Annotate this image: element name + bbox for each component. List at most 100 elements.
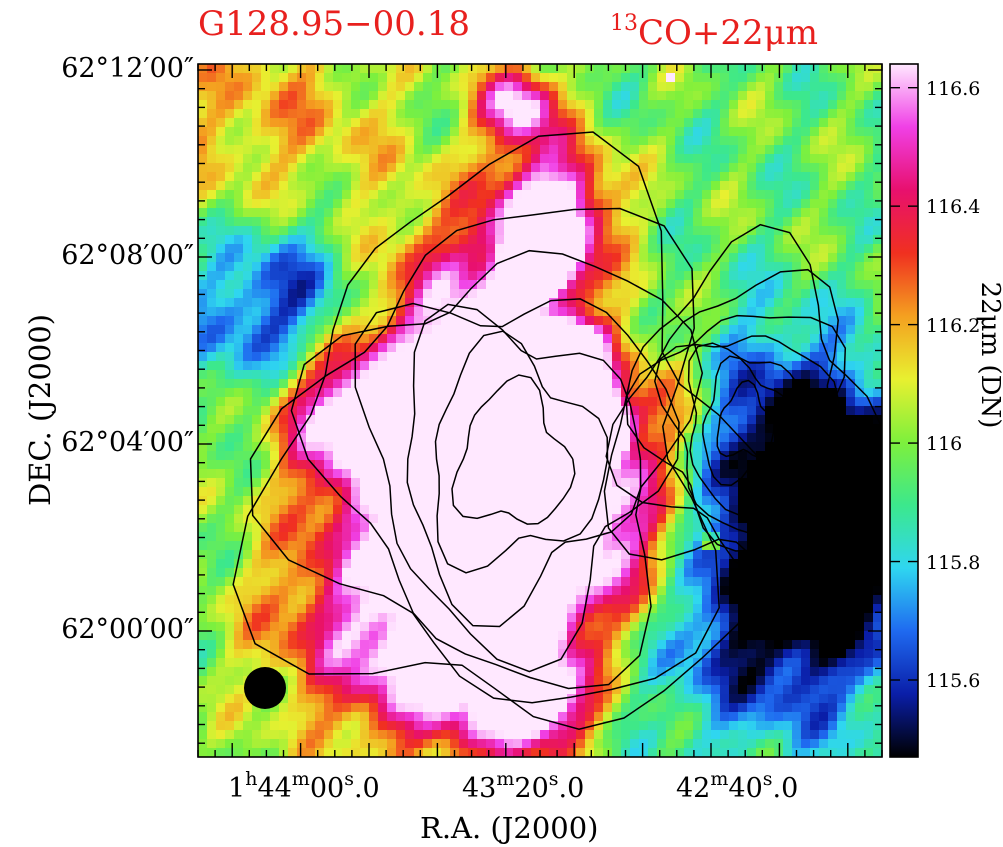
heatmap-cell: [585, 118, 595, 128]
heatmap-cell: [846, 388, 856, 398]
heatmap-cell: [414, 289, 424, 299]
heatmap-cell: [198, 559, 208, 569]
heatmap-cell: [432, 172, 442, 182]
heatmap-cell: [792, 622, 802, 632]
heatmap-cell: [639, 505, 649, 515]
heatmap-cell: [729, 505, 739, 515]
heatmap-cell: [459, 604, 469, 614]
heatmap-cell: [369, 541, 379, 551]
heatmap-cell: [846, 523, 856, 533]
heatmap-cell: [288, 604, 298, 614]
heatmap-cell: [693, 370, 703, 380]
heatmap-cell: [801, 154, 811, 164]
heatmap-cell: [612, 163, 622, 173]
heatmap-cell: [585, 424, 595, 434]
heatmap-cell: [594, 613, 604, 623]
heatmap-cell: [360, 388, 370, 398]
heatmap-cell: [810, 235, 820, 245]
heatmap-cell: [612, 307, 622, 317]
heatmap-cell: [855, 433, 865, 443]
heatmap-cell: [459, 262, 469, 272]
heatmap-cell: [828, 334, 838, 344]
heatmap-cell: [684, 433, 694, 443]
heatmap-cell: [261, 505, 271, 515]
heatmap-cell: [585, 586, 595, 596]
heatmap-cell: [378, 226, 388, 236]
heatmap-cell: [495, 253, 505, 263]
heatmap-cell: [198, 370, 208, 380]
heatmap-cell: [531, 190, 541, 200]
heatmap-cell: [531, 595, 541, 605]
heatmap-cell: [819, 118, 829, 128]
heatmap-cell: [756, 595, 766, 605]
heatmap-cell: [783, 442, 793, 452]
heatmap-cell: [252, 145, 262, 155]
heatmap-cell: [225, 478, 235, 488]
heatmap-cell: [396, 433, 406, 443]
heatmap-cell: [801, 199, 811, 209]
heatmap-cell: [846, 424, 856, 434]
heatmap-cell: [225, 352, 235, 362]
heatmap-cell: [342, 613, 352, 623]
heatmap-cell: [756, 181, 766, 191]
heatmap-cell: [828, 424, 838, 434]
heatmap-cell: [630, 568, 640, 578]
heatmap-cell: [504, 136, 514, 146]
heatmap-cell: [531, 568, 541, 578]
heatmap-cell: [396, 568, 406, 578]
heatmap-cell: [738, 73, 748, 83]
heatmap-cell: [738, 217, 748, 227]
heatmap-cell: [639, 316, 649, 326]
heatmap-cell: [585, 559, 595, 569]
heatmap-cell: [315, 595, 325, 605]
heatmap-cell: [774, 145, 784, 155]
heatmap-cell: [270, 172, 280, 182]
heatmap-cell: [234, 424, 244, 434]
heatmap-cell: [396, 325, 406, 335]
heatmap-cell: [567, 505, 577, 515]
heatmap-cell: [450, 568, 460, 578]
heatmap-cell: [207, 541, 217, 551]
heatmap-cell: [558, 316, 568, 326]
heatmap-cell: [810, 370, 820, 380]
heatmap-cell: [234, 559, 244, 569]
heatmap-cell: [369, 145, 379, 155]
heatmap-cell: [288, 577, 298, 587]
heatmap-cell: [378, 595, 388, 605]
heatmap-cell: [756, 469, 766, 479]
heatmap-cell: [576, 406, 586, 416]
heatmap-cell: [675, 559, 685, 569]
heatmap-cell: [675, 91, 685, 101]
heatmap-cell: [423, 172, 433, 182]
heatmap-cell: [621, 199, 631, 209]
heatmap-cell: [486, 298, 496, 308]
heatmap-cell: [441, 253, 451, 263]
heatmap-cell: [306, 271, 316, 281]
heatmap-cell: [639, 622, 649, 632]
heatmap-cell: [432, 505, 442, 515]
heatmap-cell: [252, 100, 262, 110]
heatmap-cell: [414, 325, 424, 335]
heatmap-cell: [216, 370, 226, 380]
heatmap-cell: [486, 568, 496, 578]
heatmap-cell: [342, 307, 352, 317]
heatmap-cell: [693, 532, 703, 542]
heatmap-cell: [603, 91, 613, 101]
heatmap-cell: [207, 649, 217, 659]
heatmap-cell: [414, 451, 424, 461]
heatmap-cell: [261, 568, 271, 578]
heatmap-cell: [333, 613, 343, 623]
heatmap-cell: [540, 325, 550, 335]
heatmap-cell: [279, 523, 289, 533]
heatmap-cell: [378, 370, 388, 380]
heatmap-cell: [810, 253, 820, 263]
heatmap-cell: [315, 361, 325, 371]
heatmap-cell: [675, 451, 685, 461]
heatmap-cell: [756, 424, 766, 434]
heatmap-cell: [396, 550, 406, 560]
heatmap-cell: [477, 451, 487, 461]
heatmap-cell: [873, 406, 882, 416]
heatmap-cell: [621, 91, 631, 101]
heatmap-cell: [675, 127, 685, 137]
heatmap-cell: [648, 127, 658, 137]
